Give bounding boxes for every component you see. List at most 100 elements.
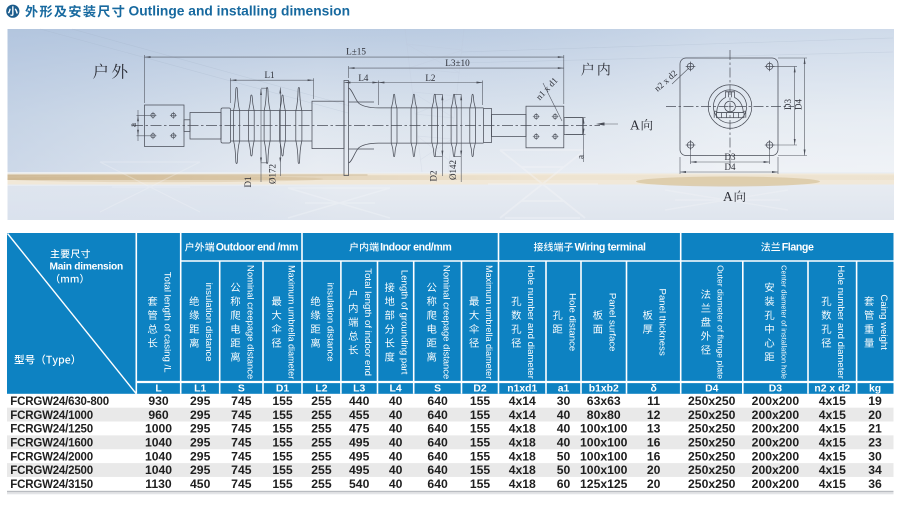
- svg-text:200x200: 200x200: [752, 436, 800, 450]
- svg-text:Nominal creepage distance: Nominal creepage distance: [245, 265, 256, 379]
- svg-text:13: 13: [647, 422, 661, 436]
- svg-text:50: 50: [557, 449, 571, 463]
- svg-text:155: 155: [272, 436, 293, 450]
- svg-text:540: 540: [349, 477, 370, 491]
- svg-text:100x100: 100x100: [580, 449, 628, 463]
- svg-text:155: 155: [470, 436, 491, 450]
- svg-text:745: 745: [231, 449, 252, 463]
- svg-text:295: 295: [190, 422, 211, 436]
- svg-text:FCRGW24/2000: FCRGW24/2000: [10, 451, 93, 463]
- svg-text:Maximum umbrella diameter: Maximum umbrella diameter: [484, 265, 494, 379]
- svg-text:255: 255: [311, 449, 332, 463]
- svg-text:L: L: [155, 384, 162, 395]
- svg-text:4x14: 4x14: [509, 408, 536, 422]
- svg-text:4x15: 4x15: [819, 449, 846, 463]
- svg-text:21: 21: [868, 422, 882, 436]
- svg-text:Outer diameter of flange plate: Outer diameter of flange plate: [716, 265, 726, 379]
- svg-text:155: 155: [272, 394, 293, 408]
- svg-text:155: 155: [470, 408, 491, 422]
- svg-text:4x15: 4x15: [819, 477, 846, 491]
- svg-text:a1: a1: [558, 384, 570, 395]
- svg-text:b1xb2: b1xb2: [589, 384, 619, 395]
- svg-text:Flange: Flange: [782, 241, 814, 253]
- svg-text:63x63: 63x63: [587, 394, 621, 408]
- svg-text:L2: L2: [315, 384, 327, 395]
- svg-text:40: 40: [389, 436, 403, 450]
- svg-text:455: 455: [349, 408, 370, 422]
- svg-text:450: 450: [190, 477, 211, 491]
- svg-text:Indoor end/mm: Indoor end/mm: [380, 241, 451, 253]
- svg-text:1040: 1040: [145, 463, 172, 477]
- svg-text:640: 640: [427, 449, 448, 463]
- svg-text:255: 255: [311, 394, 332, 408]
- svg-text:36: 36: [868, 477, 882, 491]
- svg-text:Main dimension: Main dimension: [50, 261, 124, 272]
- svg-text:640: 640: [427, 422, 448, 436]
- svg-text:16: 16: [647, 449, 661, 463]
- svg-text:1000: 1000: [145, 422, 172, 436]
- svg-text:295: 295: [190, 463, 211, 477]
- svg-text:FCRGW24/2500: FCRGW24/2500: [10, 465, 93, 477]
- svg-text:640: 640: [427, 477, 448, 491]
- svg-text:Outdoor end /mm: Outdoor end /mm: [216, 241, 298, 253]
- svg-text:40: 40: [389, 463, 403, 477]
- svg-text:1040: 1040: [145, 436, 172, 450]
- svg-text:Caing weight: Caing weight: [878, 294, 889, 350]
- svg-text:960: 960: [148, 408, 169, 422]
- svg-text:495: 495: [349, 449, 370, 463]
- svg-text:30: 30: [868, 449, 882, 463]
- svg-text:D3: D3: [769, 384, 783, 395]
- svg-text:4x18: 4x18: [509, 422, 536, 436]
- svg-text:4x18: 4x18: [509, 477, 536, 491]
- svg-text:insulation distance: insulation distance: [203, 283, 214, 362]
- svg-text:Nominal creepage distance: Nominal creepage distance: [442, 265, 453, 379]
- svg-text:S: S: [238, 384, 245, 395]
- svg-text:L4: L4: [358, 73, 368, 83]
- svg-text:155: 155: [470, 449, 491, 463]
- svg-text:L3±10: L3±10: [445, 58, 470, 68]
- svg-text:495: 495: [349, 463, 370, 477]
- svg-text:50: 50: [557, 463, 571, 477]
- svg-text:D3: D3: [725, 152, 736, 162]
- svg-text:δ: δ: [650, 384, 656, 395]
- svg-text:L1: L1: [265, 70, 275, 80]
- svg-text:40: 40: [557, 422, 571, 436]
- svg-text:D2: D2: [473, 384, 487, 395]
- svg-text:D4: D4: [725, 162, 736, 172]
- svg-text:40: 40: [389, 394, 403, 408]
- svg-text:Maximum umbrella diameter: Maximum umbrella diameter: [286, 265, 296, 379]
- svg-text:125x125: 125x125: [580, 477, 628, 491]
- svg-text:Outlinge and installing dimens: Outlinge and installing dimension: [129, 4, 351, 19]
- svg-text:155: 155: [272, 422, 293, 436]
- svg-text:40: 40: [557, 408, 571, 422]
- svg-text:4x18: 4x18: [509, 449, 536, 463]
- svg-text:155: 155: [272, 463, 293, 477]
- svg-text:295: 295: [190, 408, 211, 422]
- svg-text:100x100: 100x100: [580, 422, 628, 436]
- svg-text:745: 745: [231, 463, 252, 477]
- svg-text:Total length of indoor end: Total length of indoor end: [362, 268, 373, 376]
- svg-text:Length of grounding part: Length of grounding part: [399, 270, 410, 375]
- svg-text:250x250: 250x250: [688, 408, 736, 422]
- svg-text:D4: D4: [705, 384, 719, 395]
- svg-text:11: 11: [647, 394, 660, 408]
- svg-text:20: 20: [868, 408, 882, 422]
- svg-text:D4: D4: [794, 99, 804, 110]
- svg-text:640: 640: [427, 436, 448, 450]
- svg-text:255: 255: [311, 436, 332, 450]
- svg-text:L1: L1: [194, 384, 206, 395]
- svg-text:440: 440: [349, 394, 370, 408]
- svg-text:200x200: 200x200: [752, 449, 800, 463]
- svg-text:155: 155: [272, 477, 293, 491]
- svg-text:Hole distance: Hole distance: [566, 293, 577, 351]
- svg-text:4x15: 4x15: [819, 422, 846, 436]
- svg-text:155: 155: [470, 477, 491, 491]
- svg-text:745: 745: [231, 477, 252, 491]
- svg-text:640: 640: [427, 394, 448, 408]
- svg-text:16: 16: [647, 436, 661, 450]
- svg-text:475: 475: [349, 422, 370, 436]
- svg-text:200x200: 200x200: [752, 463, 800, 477]
- svg-text:FCRGW24/1250: FCRGW24/1250: [10, 424, 93, 436]
- svg-text:FCRGW24/1600: FCRGW24/1600: [10, 438, 93, 450]
- svg-text:255: 255: [311, 463, 332, 477]
